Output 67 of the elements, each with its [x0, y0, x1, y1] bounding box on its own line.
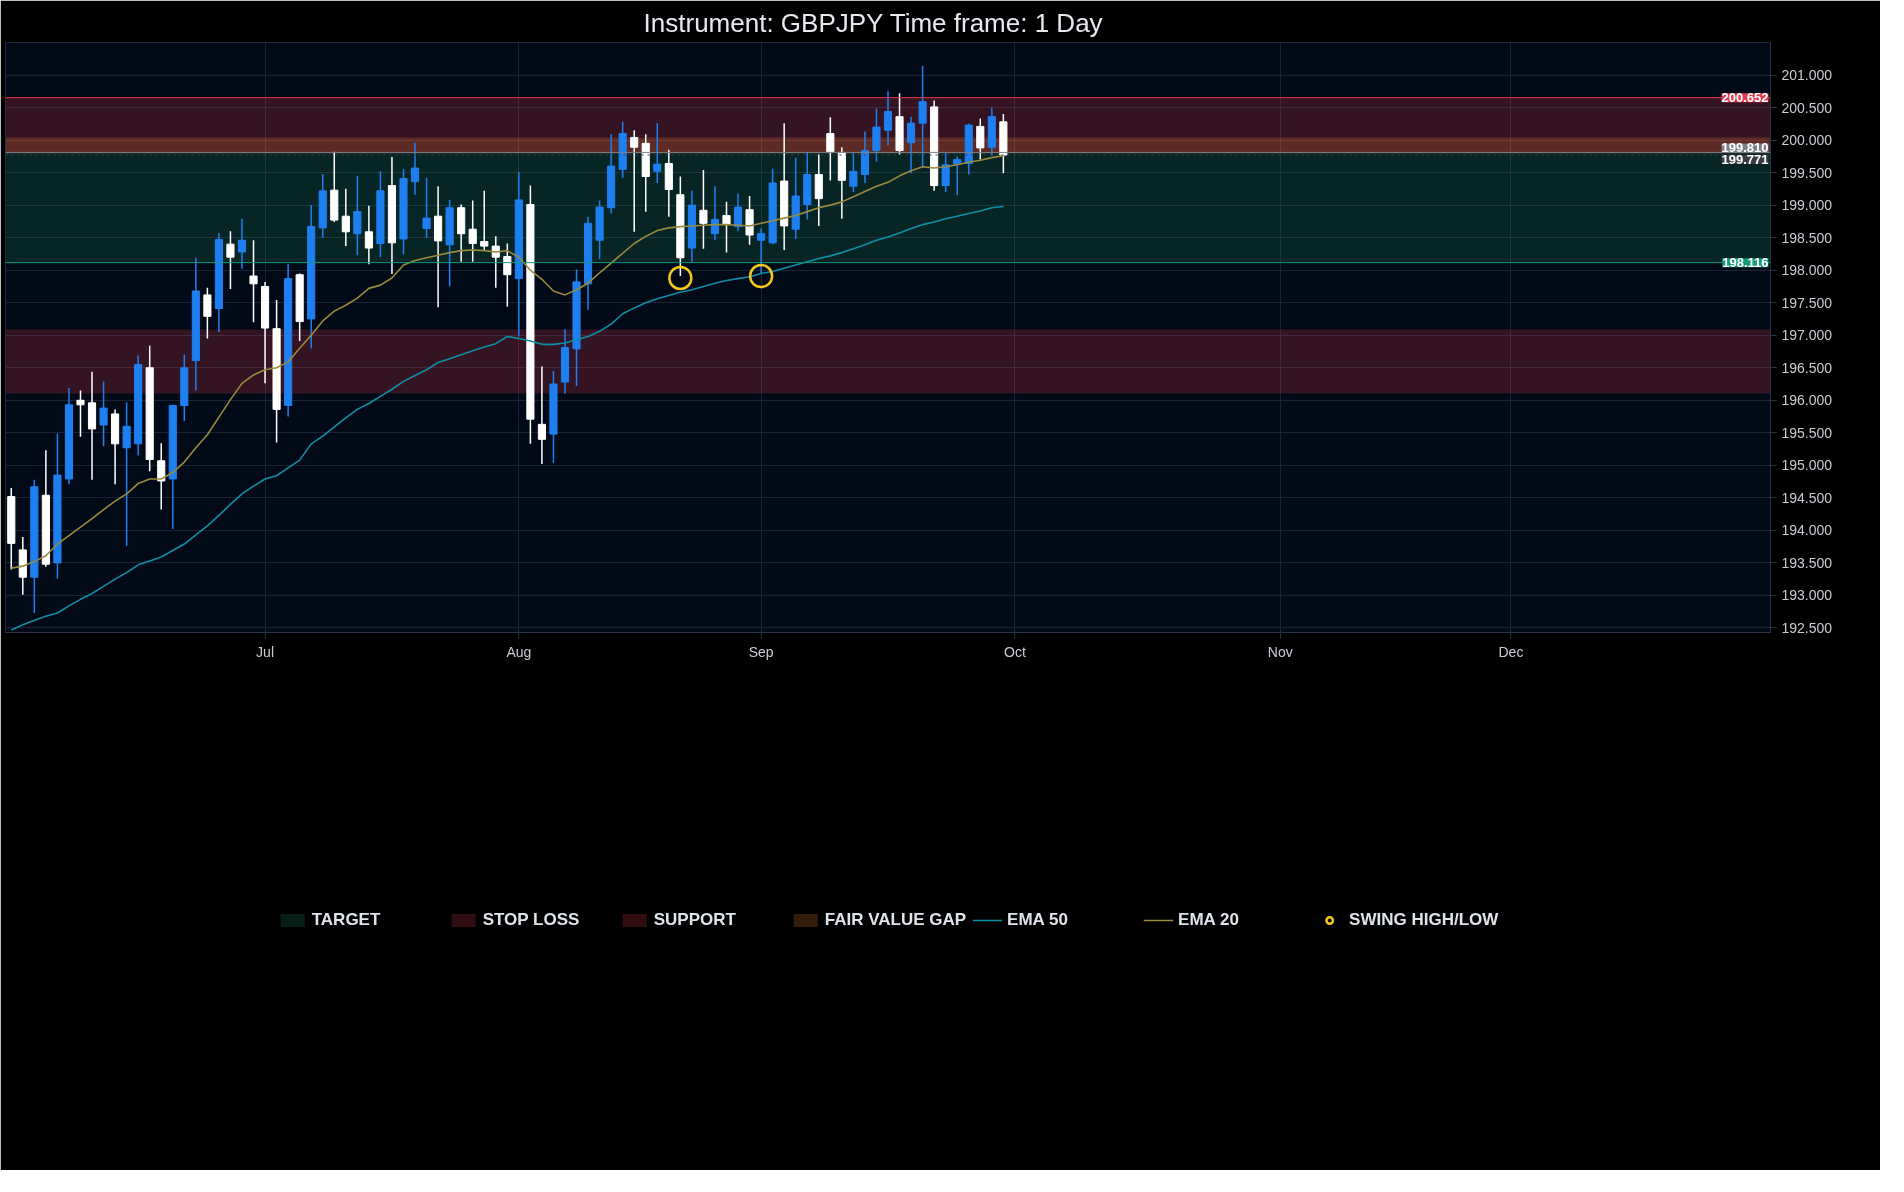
candlestick	[341, 188, 350, 247]
candlestick	[653, 122, 662, 184]
candlestick	[918, 65, 927, 168]
legend-label: EMA 50	[1007, 910, 1069, 930]
y-tick-label: 192.500	[1781, 619, 1833, 636]
y-tick-label: 196.500	[1781, 359, 1833, 376]
y-tick-label: 197.500	[1781, 294, 1833, 311]
candlestick	[122, 401, 131, 547]
candlestick	[630, 129, 639, 233]
y-tick-label: 193.500	[1781, 554, 1833, 571]
x-tick-label: Dec	[1498, 643, 1524, 660]
candlestick	[422, 177, 431, 239]
candlestick	[76, 389, 85, 438]
candlestick	[733, 192, 743, 232]
y-tick-label: 199.500	[1781, 164, 1833, 181]
legend-label: TARGET	[311, 910, 382, 930]
candlestick	[226, 230, 235, 290]
candlestick	[872, 108, 881, 163]
candlestick	[941, 152, 950, 193]
candlestick	[203, 286, 212, 340]
candlestick	[503, 242, 512, 308]
candlestick	[883, 90, 893, 147]
x-tick-label: Sep	[748, 643, 774, 660]
y-tick-label: 199.000	[1781, 197, 1833, 214]
y-tick-label: 200.000	[1781, 132, 1833, 149]
candlestick	[826, 116, 835, 182]
y-tick-label: 200.500	[1781, 99, 1833, 116]
ref-line-label: 198.116	[1722, 255, 1769, 271]
legend-label: SWING HIGH/LOW	[1349, 910, 1499, 930]
x-tick-label: Oct	[1004, 643, 1026, 660]
candlestick	[157, 442, 166, 511]
y-tick-label: 196.000	[1781, 392, 1833, 409]
candlestick	[699, 169, 708, 250]
y-tick-label: 201.000	[1781, 67, 1833, 84]
candlestick	[757, 227, 766, 275]
candlestick	[468, 199, 477, 263]
y-tick-label: 194.000	[1781, 522, 1833, 539]
line-series	[10, 205, 1005, 631]
candlestick	[364, 205, 373, 266]
candlestick	[491, 235, 500, 289]
candlestick	[537, 365, 546, 465]
candlestick	[99, 380, 108, 448]
y-tick-label: 195.000	[1781, 457, 1833, 474]
x-tick-label: Aug	[506, 643, 532, 660]
x-tick-label: Jul	[256, 643, 275, 660]
candlestick	[907, 115, 916, 174]
y-tick-label: 195.500	[1781, 424, 1833, 441]
legend-label: STOP LOSS	[482, 910, 581, 930]
y-tick-label: 198.000	[1781, 262, 1833, 279]
legend-label: SUPPORT	[653, 910, 737, 930]
candlestick	[410, 141, 420, 196]
candlestick	[849, 152, 858, 193]
candlestick	[722, 201, 731, 254]
y-tick-label: 197.000	[1781, 327, 1833, 344]
legend-label: FAIR VALUE GAP	[824, 910, 967, 930]
ref-line-label: 200.652	[1721, 90, 1769, 106]
y-tick-label: 198.500	[1781, 229, 1833, 246]
candlestick	[237, 218, 247, 270]
x-tick-label: Nov	[1267, 643, 1293, 660]
candlestick	[353, 175, 362, 256]
candlestick	[249, 239, 258, 323]
chart-title: Instrument: GBPJPY Time frame: 1 Day	[643, 7, 1103, 38]
legend-label: EMA 20	[1178, 910, 1240, 930]
candlestick	[480, 190, 489, 251]
y-tick-label: 193.000	[1781, 587, 1833, 604]
candlestick	[976, 117, 985, 161]
y-tick-label: 194.500	[1781, 489, 1833, 506]
